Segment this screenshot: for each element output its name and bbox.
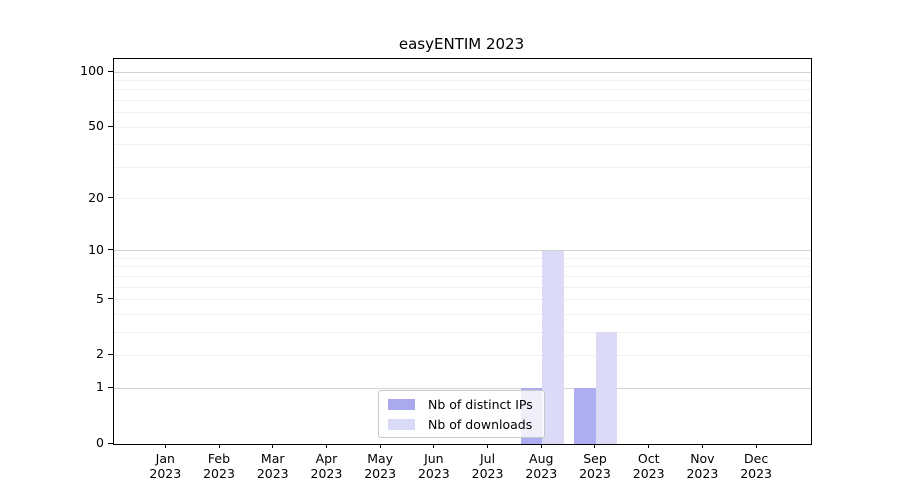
y-tick-label: 0: [96, 435, 104, 450]
x-tick-mark: [487, 444, 489, 448]
minor-gridline: [114, 100, 811, 102]
x-tick-month: Jul: [480, 451, 496, 466]
x-tick-mark: [325, 444, 327, 448]
x-tick-label-dec: Dec 2023: [721, 451, 791, 481]
x-tick-year: 2023: [256, 466, 289, 481]
minor-gridline: [114, 299, 811, 301]
y-tick-mark: [108, 353, 113, 355]
y-tick-label: 1: [96, 379, 104, 395]
x-tick-month: Jan: [155, 451, 175, 466]
minor-gridline: [114, 89, 811, 91]
plot-area: [113, 58, 812, 445]
bar-downloads-sep: [595, 332, 618, 444]
minor-gridline: [114, 313, 811, 315]
legend: Nb of distinct IPs Nb of downloads: [378, 390, 545, 438]
x-tick-year: 2023: [471, 466, 504, 481]
x-tick-label-mar: Mar 2023: [238, 451, 308, 481]
x-tick-mark: [164, 444, 166, 448]
x-tick-month: Feb: [207, 451, 231, 466]
major-gridline: [114, 71, 811, 73]
chart-title: easyENTIM 2023: [398, 35, 525, 53]
legend-label-downloads: Nb of downloads: [428, 416, 533, 432]
minor-gridline: [114, 112, 811, 114]
x-tick-mark: [379, 444, 381, 448]
x-tick-year: 2023: [632, 466, 665, 481]
x-tick-mark: [648, 444, 650, 448]
y-tick-mark: [108, 249, 113, 251]
minor-gridline: [114, 275, 811, 277]
y-tick-label: 5: [96, 290, 104, 306]
x-tick-mark: [272, 444, 274, 448]
x-tick-label-may: May 2023: [345, 451, 415, 481]
x-tick-month: Dec: [744, 451, 769, 466]
minor-gridline: [114, 354, 811, 356]
legend-swatch-downloads: [388, 418, 415, 430]
minor-gridline: [114, 198, 811, 200]
bar-downloads-aug: [542, 250, 564, 444]
y-tick-mark: [108, 386, 113, 388]
x-tick-month: Nov: [690, 451, 715, 466]
x-tick-label-jun: Jun 2023: [399, 451, 469, 481]
x-tick-year: 2023: [310, 466, 343, 481]
minor-gridline: [114, 126, 811, 128]
x-tick-month: May: [367, 451, 394, 466]
x-tick-month: Aug: [529, 451, 554, 466]
x-tick-mark: [433, 444, 435, 448]
legend-label-distinct-ips: Nb of distinct IPs: [428, 396, 533, 412]
x-tick-label-jul: Jul 2023: [453, 451, 523, 481]
minor-gridline: [114, 144, 811, 146]
x-tick-mark: [755, 444, 757, 448]
x-tick-month: Mar: [260, 451, 285, 466]
x-tick-mark: [218, 444, 220, 448]
y-tick-mark: [108, 70, 113, 72]
legend-swatch-distinct-ips: [388, 398, 415, 410]
x-tick-year: 2023: [417, 466, 450, 481]
y-tick-mark: [108, 197, 113, 199]
x-tick-year: 2023: [740, 466, 773, 481]
legend-entry-distinct-ips: Nb of distinct IPs: [388, 397, 544, 412]
x-tick-year: 2023: [203, 466, 235, 481]
y-tick-label: 50: [88, 118, 104, 134]
x-tick-year: 2023: [525, 466, 558, 481]
x-tick-label-nov: Nov 2023: [667, 451, 737, 481]
minor-gridline: [114, 166, 811, 168]
x-tick-label-apr: Apr 2023: [291, 451, 361, 481]
x-tick-year: 2023: [364, 466, 397, 481]
x-tick-year: 2023: [686, 466, 719, 481]
x-tick-label-oct: Oct 2023: [614, 451, 684, 481]
x-tick-year: 2023: [149, 466, 182, 481]
plot-canvas: [114, 59, 811, 444]
y-tick-mark: [108, 125, 113, 127]
legend-entry-downloads: Nb of downloads: [388, 417, 544, 432]
x-tick-month: Apr: [315, 451, 338, 466]
minor-gridline: [114, 331, 811, 333]
y-tick-label: 2: [96, 346, 104, 362]
y-tick-mark: [108, 298, 113, 300]
major-gridline: [114, 250, 811, 252]
y-tick-label: 100: [80, 63, 104, 79]
x-tick-label-feb: Feb 2023: [184, 451, 254, 481]
x-tick-label-jan: Jan 2023: [130, 451, 200, 481]
y-tick-label: 20: [88, 189, 104, 205]
minor-gridline: [114, 258, 811, 259]
y-tick-mark: [108, 442, 113, 444]
x-tick-mark: [701, 444, 703, 448]
minor-gridline: [114, 286, 811, 288]
major-gridline: [114, 387, 811, 389]
x-tick-mark: [594, 444, 596, 448]
x-tick-year: 2023: [579, 466, 611, 481]
x-tick-month: Oct: [637, 451, 660, 466]
x-tick-label-aug: Aug 2023: [506, 451, 576, 481]
minor-gridline: [114, 80, 811, 82]
x-tick-label-sep: Sep 2023: [560, 451, 630, 481]
y-tick-label: 10: [88, 241, 104, 257]
x-tick-mark: [540, 444, 542, 448]
x-tick-month: Sep: [583, 451, 607, 466]
minor-gridline: [114, 266, 811, 268]
x-tick-month: Jun: [424, 451, 444, 466]
bar-distinct-ips-sep: [574, 388, 596, 444]
